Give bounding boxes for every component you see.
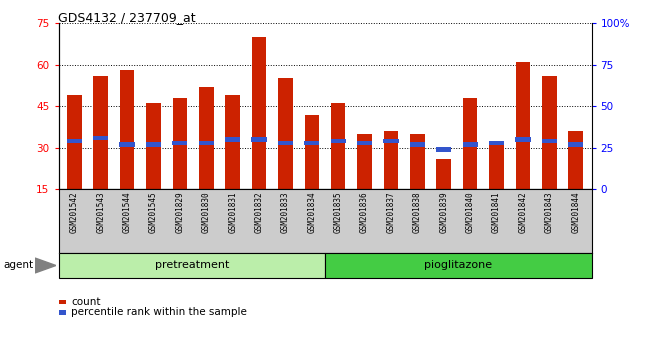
Text: GSM201837: GSM201837 [387,191,395,233]
Bar [410,134,424,189]
Bar [67,139,82,143]
Text: GSM201838: GSM201838 [413,191,422,233]
Bar [463,98,477,189]
Text: GSM201835: GSM201835 [333,191,343,233]
Bar [304,141,319,145]
Text: GSM201544: GSM201544 [123,191,131,233]
Text: GSM201844: GSM201844 [571,191,580,233]
Bar [568,142,583,147]
Bar [67,95,82,189]
Text: agent: agent [3,261,33,270]
Text: GSM201542: GSM201542 [70,191,79,233]
Bar [252,137,266,142]
Bar [384,139,398,143]
Bar [489,141,504,145]
Text: percentile rank within the sample: percentile rank within the sample [72,307,248,317]
Bar [331,103,345,189]
Bar [410,142,425,147]
Bar [225,137,240,142]
Bar [172,141,187,145]
Text: pioglitazone: pioglitazone [424,261,492,270]
Bar [515,62,530,189]
Bar [226,95,240,189]
Bar [199,87,213,189]
Bar [278,79,292,189]
Bar [252,37,266,189]
Text: GSM201545: GSM201545 [149,191,158,233]
Bar [384,131,398,189]
Text: count: count [72,297,101,307]
Bar [94,76,108,189]
Text: GSM201843: GSM201843 [545,191,554,233]
Bar [542,76,556,189]
Bar [437,159,451,189]
Bar [305,115,319,189]
Bar [146,103,161,189]
Bar [199,141,214,145]
Bar [120,70,135,189]
Bar [515,137,530,142]
Bar [489,145,504,189]
Text: GSM201836: GSM201836 [360,191,369,233]
Bar [58,253,325,278]
Text: GSM201833: GSM201833 [281,191,290,233]
Bar [541,139,557,143]
Bar [568,131,583,189]
Bar [278,141,293,145]
Text: GDS4132 / 237709_at: GDS4132 / 237709_at [58,11,196,24]
Text: GSM201543: GSM201543 [96,191,105,233]
Bar [120,142,135,147]
Bar [331,139,346,143]
Text: GSM201830: GSM201830 [202,191,211,233]
Text: GSM201834: GSM201834 [307,191,317,233]
Text: GSM201839: GSM201839 [439,191,448,233]
Bar [93,136,109,140]
Text: GSM201829: GSM201829 [176,191,185,233]
Text: GSM201831: GSM201831 [228,191,237,233]
Bar [146,142,161,147]
Bar [173,98,187,189]
Bar [358,134,372,189]
Bar [463,142,478,147]
Bar [357,141,372,145]
Text: pretreatment: pretreatment [155,261,229,270]
Text: GSM201832: GSM201832 [255,191,263,233]
Text: GSM201840: GSM201840 [465,191,474,233]
Bar [325,253,592,278]
Text: GSM201841: GSM201841 [492,191,501,233]
Polygon shape [35,258,56,273]
Text: GSM201842: GSM201842 [519,191,527,233]
Bar [436,147,451,152]
